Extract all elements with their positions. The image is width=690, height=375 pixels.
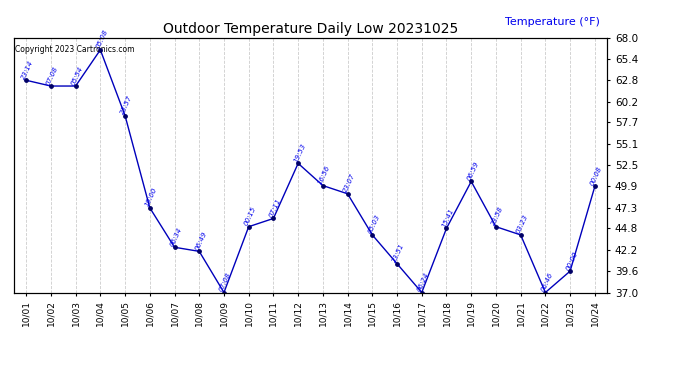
Point bbox=[391, 261, 402, 267]
Point bbox=[95, 47, 106, 53]
Point bbox=[466, 178, 477, 184]
Title: Outdoor Temperature Daily Low 20231025: Outdoor Temperature Daily Low 20231025 bbox=[163, 22, 458, 36]
Text: 06:59: 06:59 bbox=[466, 160, 480, 182]
Text: 23:57: 23:57 bbox=[119, 94, 134, 116]
Point bbox=[70, 83, 81, 89]
Text: 00:00: 00:00 bbox=[564, 250, 579, 271]
Text: Copyright 2023 Cartronics.com: Copyright 2023 Cartronics.com bbox=[15, 45, 135, 54]
Point bbox=[540, 290, 551, 296]
Point bbox=[416, 290, 427, 296]
Text: 03:23: 03:23 bbox=[515, 214, 529, 235]
Point bbox=[515, 232, 526, 238]
Text: 05:54: 05:54 bbox=[70, 65, 84, 86]
Text: 23:51: 23:51 bbox=[392, 243, 406, 264]
Point bbox=[441, 225, 452, 231]
Point bbox=[119, 112, 130, 118]
Text: Temperature (°F): Temperature (°F) bbox=[505, 17, 600, 27]
Text: 07:08: 07:08 bbox=[46, 65, 59, 86]
Text: 06:34: 06:34 bbox=[169, 226, 183, 247]
Text: 15:41: 15:41 bbox=[441, 207, 455, 228]
Point bbox=[46, 83, 57, 89]
Point bbox=[243, 224, 254, 230]
Text: 19:53: 19:53 bbox=[293, 142, 307, 164]
Text: 00:08: 00:08 bbox=[589, 165, 604, 186]
Text: 23:58: 23:58 bbox=[491, 206, 504, 227]
Point bbox=[367, 232, 378, 238]
Text: 06:46: 06:46 bbox=[540, 272, 554, 292]
Point bbox=[268, 216, 279, 222]
Text: 23:14: 23:14 bbox=[21, 59, 34, 80]
Point bbox=[194, 248, 205, 254]
Point bbox=[342, 191, 353, 197]
Text: 06:24: 06:24 bbox=[416, 272, 431, 292]
Point bbox=[564, 268, 575, 274]
Point bbox=[21, 77, 32, 83]
Text: 06:49: 06:49 bbox=[194, 230, 208, 251]
Text: 19:00: 19:00 bbox=[144, 187, 159, 208]
Text: 07:11: 07:11 bbox=[268, 198, 282, 219]
Text: 23:07: 23:07 bbox=[342, 173, 356, 194]
Point bbox=[219, 290, 230, 296]
Point bbox=[293, 160, 304, 166]
Point bbox=[144, 205, 155, 211]
Point bbox=[491, 224, 502, 230]
Text: 05:08: 05:08 bbox=[95, 29, 109, 50]
Point bbox=[589, 183, 600, 189]
Text: 16:56: 16:56 bbox=[317, 165, 331, 186]
Text: 07:08: 07:08 bbox=[219, 272, 233, 292]
Text: 05:03: 05:03 bbox=[367, 214, 381, 235]
Point bbox=[317, 183, 328, 189]
Point bbox=[169, 244, 180, 250]
Text: 00:15: 00:15 bbox=[244, 206, 257, 227]
